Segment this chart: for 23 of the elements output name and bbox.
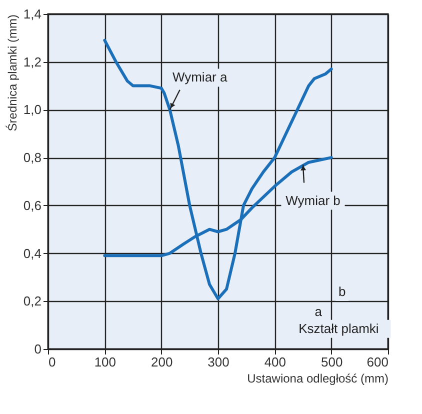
y-tick-label: 0,2 xyxy=(23,294,42,309)
y-tick-label: 1,2 xyxy=(23,54,42,70)
x-tick-label: 500 xyxy=(320,354,343,370)
y-tick-label: 0,6 xyxy=(23,198,42,213)
y-tick-label: 0 xyxy=(34,342,42,356)
annotation: Wymiar a xyxy=(172,70,228,85)
x-tick-label: 0 xyxy=(48,354,56,370)
y-tick-label: 0,8 xyxy=(23,150,42,166)
x-tick-label: 200 xyxy=(150,354,173,370)
y-axis-title: Średnica plamki (mm) xyxy=(5,14,20,132)
x-axis-title: Ustawiona odległość (mm) xyxy=(247,372,388,386)
line-series xyxy=(103,38,333,300)
x-tick-label: 300 xyxy=(208,354,230,370)
y-tick-label: 1,4 xyxy=(23,6,42,22)
annotation: Kształt plamki xyxy=(298,320,379,336)
y-tick-label: 0,4 xyxy=(23,246,42,261)
annotation: b xyxy=(338,284,346,300)
annotation: Wymiar b xyxy=(286,192,340,208)
y-tick-label: 1,0 xyxy=(23,102,42,118)
annotation: a xyxy=(314,304,323,320)
x-tick-label: 400 xyxy=(264,354,286,370)
x-tick-label: 600 xyxy=(366,354,388,370)
x-tick-label: 100 xyxy=(94,354,116,370)
